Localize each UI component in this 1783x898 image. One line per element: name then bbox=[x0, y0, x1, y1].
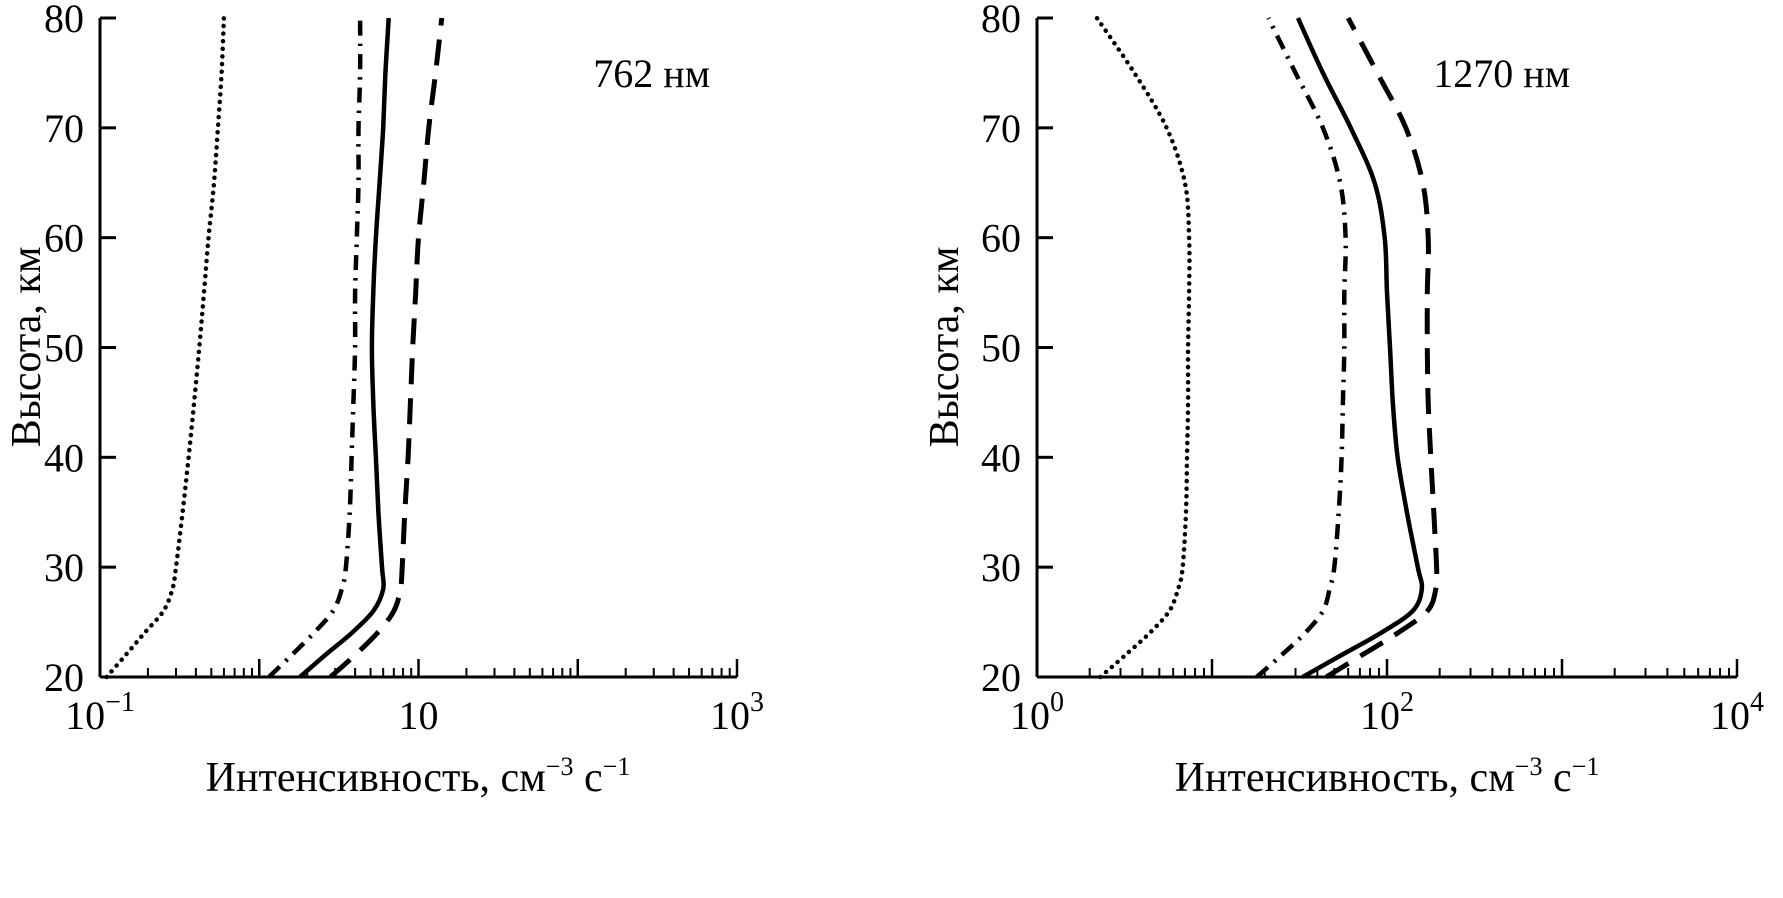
x-axis-title-left-sup-s: −1 bbox=[602, 752, 631, 782]
curve-dashed-left bbox=[328, 17, 445, 679]
y-tick-label: 20 bbox=[981, 655, 1021, 700]
curve-dotted-right bbox=[1094, 15, 1192, 680]
x-axis-title-right: Интенсивность, см−3 с−1 bbox=[1087, 752, 1687, 802]
curve-dotted-left bbox=[104, 15, 227, 680]
y-tick-label: 50 bbox=[981, 326, 1021, 371]
y-tick-label: 40 bbox=[44, 435, 84, 480]
annotation-762nm: 762 нм bbox=[593, 51, 710, 96]
x-tick-label: 102 bbox=[1360, 687, 1414, 738]
x-axis-title-right-sup-s: −1 bbox=[1571, 752, 1600, 782]
y-axis-title-left: Высота, км bbox=[4, 246, 50, 448]
annotation-1270nm: 1270 нм bbox=[1433, 51, 1570, 96]
x-axis-title-right-text2: с bbox=[1542, 755, 1572, 801]
x-tick-label: 10−1 bbox=[65, 687, 135, 738]
y-tick-label: 50 bbox=[44, 326, 84, 371]
y-tick-label: 80 bbox=[44, 0, 84, 41]
y-tick-label: 60 bbox=[44, 216, 84, 261]
x-tick-label: 103 bbox=[710, 687, 764, 738]
x-tick-label: 10 bbox=[399, 693, 439, 738]
y-tick-label: 80 bbox=[981, 0, 1021, 41]
panel-right: 20 30 40 50 60 70 80 100 102 104 bbox=[981, 0, 1764, 738]
x-axis-title-left-text: Интенсивность, см bbox=[205, 755, 546, 801]
x-tick-label: 100 bbox=[1010, 687, 1064, 738]
x-tick-label: 104 bbox=[1710, 687, 1764, 738]
curve-dashed-right bbox=[1324, 16, 1440, 680]
x-axis-title-left: Интенсивность, см−3 с−1 bbox=[118, 752, 718, 802]
curve-dash-dot-right bbox=[1255, 17, 1349, 679]
y-tick-label: 70 bbox=[44, 106, 84, 151]
curve-solid-right bbox=[1295, 17, 1425, 679]
panel-left: 20 30 40 50 60 70 80 10−1 10 103 bbox=[44, 0, 764, 738]
x-axis-title-right-sup-cm: −3 bbox=[1514, 752, 1543, 782]
y-tick-label: 20 bbox=[44, 655, 84, 700]
curve-solid-left bbox=[298, 17, 391, 679]
x-axis-title-left-sup-cm: −3 bbox=[545, 752, 574, 782]
y-tick-label: 30 bbox=[44, 545, 84, 590]
curve-dash-dot-left bbox=[267, 17, 363, 679]
y-tick-label: 60 bbox=[981, 216, 1021, 261]
x-axis-title-left-text2: с bbox=[573, 755, 603, 801]
y-tick-label: 70 bbox=[981, 106, 1021, 151]
x-axis-title-right-text: Интенсивность, см bbox=[1174, 755, 1515, 801]
y-tick-label: 40 bbox=[981, 435, 1021, 480]
y-tick-label: 30 bbox=[981, 545, 1021, 590]
y-axis-title-right: Высота, км bbox=[922, 246, 968, 448]
